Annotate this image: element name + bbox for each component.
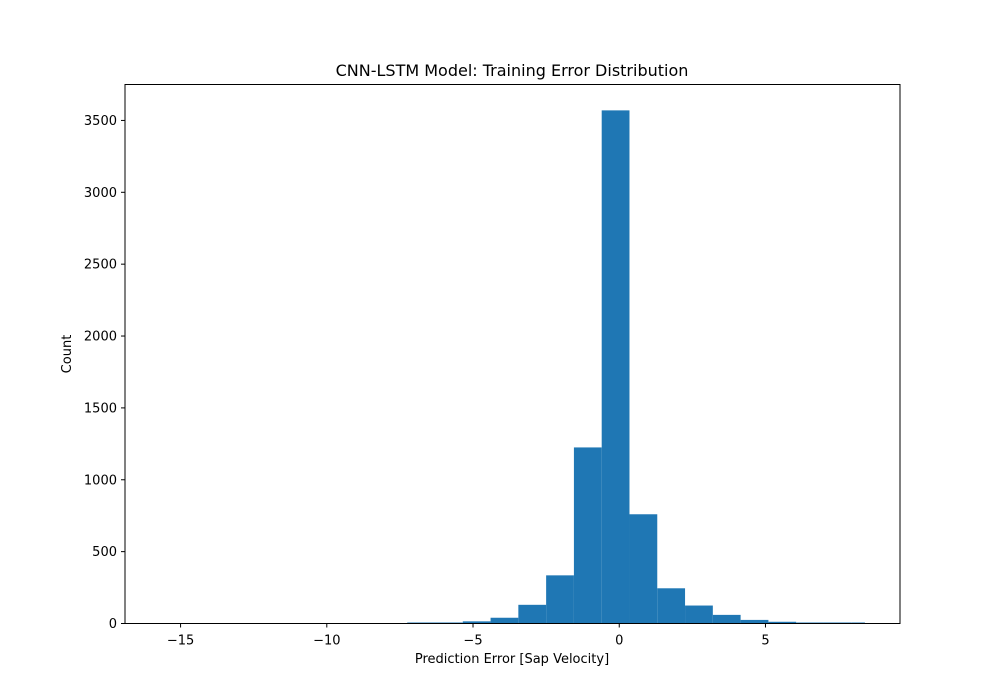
- y-tick-label-1: 500: [92, 545, 117, 560]
- histogram-bar-14: [546, 575, 574, 624]
- y-axis-label: Count: [60, 335, 75, 374]
- y-tick-label-5: 2500: [84, 258, 117, 273]
- histogram-bar-17: [629, 514, 658, 624]
- x-tick-label-2: −5: [463, 634, 482, 649]
- x-tick-label-3: 0: [615, 634, 623, 649]
- y-tick-label-7: 3500: [84, 114, 117, 129]
- y-tick-label-2: 1000: [84, 473, 117, 488]
- y-tick-label-4: 2000: [84, 330, 117, 345]
- histogram-bar-22: [768, 621, 797, 624]
- histogram-bar-21: [740, 619, 769, 624]
- histogram-bar-19: [685, 605, 713, 624]
- histogram-bar-16: [601, 110, 630, 624]
- histogram-bar-18: [657, 588, 686, 624]
- histogram-bar-12: [490, 617, 519, 624]
- x-tick-label-1: −10: [313, 634, 340, 649]
- histogram-bar-11: [462, 621, 491, 624]
- chart-title: CNN-LSTM Model: Training Error Distribut…: [336, 61, 689, 80]
- x-tick-label-0: −15: [167, 634, 194, 649]
- y-tick-label-3: 1500: [84, 401, 117, 416]
- histogram-bar-15: [573, 447, 602, 624]
- x-axis-ticks: −15 −10 −5 0 5: [167, 623, 770, 649]
- y-axis-ticks: 0 500 1000 1500 2000 2500 3000 3500: [84, 114, 125, 632]
- y-tick-label-0: 0: [109, 617, 117, 632]
- histogram-bars: [407, 110, 865, 624]
- y-tick-label-6: 3000: [84, 186, 117, 201]
- x-tick-label-4: 5: [761, 634, 769, 649]
- x-axis-label: Prediction Error [Sap Velocity]: [415, 652, 609, 667]
- histogram-bar-20: [712, 614, 741, 624]
- plot-frame: [124, 84, 901, 624]
- histogram-bar-13: [518, 604, 547, 624]
